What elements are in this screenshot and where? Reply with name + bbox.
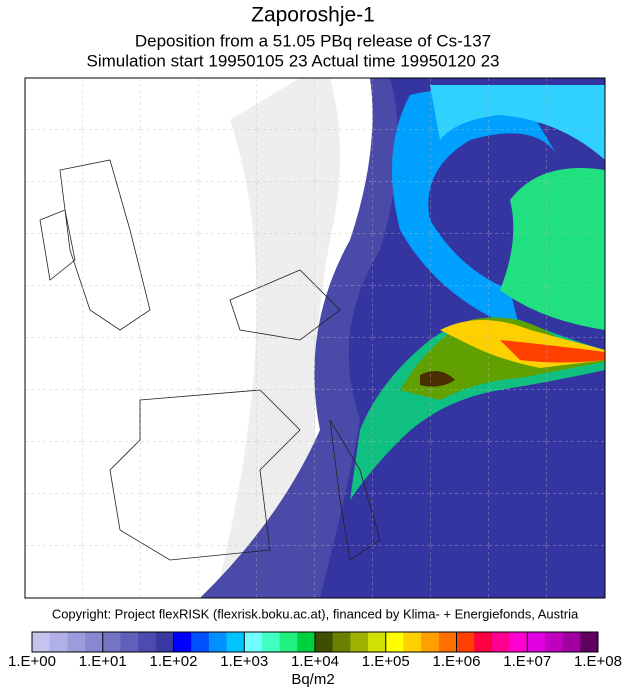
colorbar-swatch (138, 632, 157, 652)
colorbar-label: 1.E+04 (291, 653, 339, 670)
colorbar-swatch (191, 632, 210, 652)
colorbar-swatch (155, 632, 174, 652)
colorbar-label: 1.E+03 (220, 653, 268, 670)
colorbar-swatch (261, 632, 280, 652)
copyright: Copyright: Project flexRISK (flexrisk.bo… (52, 606, 579, 621)
colorbar-swatch (315, 632, 333, 652)
colorbar-swatch (562, 632, 581, 652)
colorbar-label: 1.E+07 (503, 653, 551, 670)
colorbar-swatch (491, 632, 510, 652)
colorbar-swatch (580, 632, 599, 652)
colorbar-swatch (421, 632, 440, 652)
colorbar-swatch (350, 632, 369, 652)
colorbar-swatch (102, 632, 121, 652)
colorbar: 1.E+00 1.E+01 1.E+02 1.E+03 1.E+04 1.E+05 1.E+… (8, 631, 622, 670)
colorbar-swatch (208, 632, 227, 652)
map (25, 78, 605, 598)
colorbar-swatch (67, 632, 86, 652)
colorbar-swatch (403, 632, 422, 652)
colorbar-swatch (244, 632, 263, 652)
colorbar-swatch (173, 632, 192, 652)
colorbar-swatch (279, 632, 298, 652)
colorbar-swatch (297, 632, 316, 652)
title: Zaporoshje-1 (251, 4, 375, 27)
subtitle: Simulation start 19950105 23 Actual time… (86, 51, 499, 70)
colorbar-label: 1.E+08 (574, 653, 622, 670)
colorbar-swatch (49, 632, 68, 652)
graticule (25, 78, 605, 598)
colorbar-swatch (368, 632, 387, 652)
colorbar-frame (31, 631, 599, 653)
colorbar-swatch (85, 632, 104, 652)
colorbar-swatch (527, 632, 546, 652)
colorbar-label: 1.E+01 (79, 653, 127, 670)
colorbar-swatch (385, 632, 404, 652)
colorbar-label: 1.E+06 (433, 653, 481, 670)
colorbar-swatch (332, 632, 351, 652)
colorbar-label: 1.E+05 (362, 653, 410, 670)
colorbar-swatch (544, 632, 563, 652)
map-frame (24, 77, 606, 599)
colorbar-label: 1.E+00 (8, 653, 56, 670)
colorbar-swatch (474, 632, 493, 652)
colorbar-swatch (509, 632, 528, 652)
colorbar-label: 1.E+02 (150, 653, 198, 670)
colorbar-swatch (438, 632, 457, 652)
colorbar-swatch (120, 632, 139, 652)
colorbar-swatch (226, 632, 245, 652)
subtitle: Deposition from a 51.05 PBq release of C… (135, 31, 491, 50)
colorbar-swatch (32, 632, 50, 652)
colorbar-swatch (456, 632, 475, 652)
colorbar-unit: Bq/m2 (291, 671, 334, 688)
